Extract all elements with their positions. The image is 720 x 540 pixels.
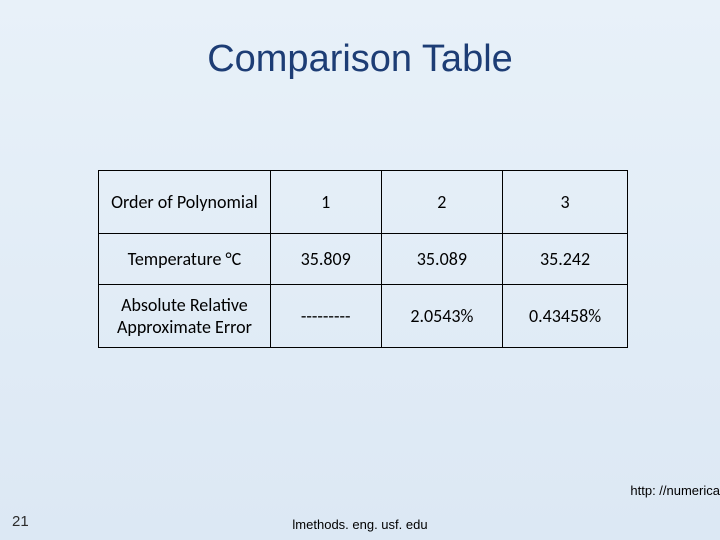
table-cell: 1 (270, 171, 381, 234)
row-label: Absolute Relative Approximate Error (99, 285, 271, 348)
footer-center-text: lmethods. eng. usf. edu (292, 517, 427, 532)
table-row: Absolute Relative Approximate Error ----… (99, 285, 628, 348)
table-cell: 0.43458% (503, 285, 628, 348)
table-cell: 35.242 (503, 234, 628, 285)
table-cell: 2 (381, 171, 503, 234)
table-cell: 35.809 (270, 234, 381, 285)
table-row: Temperature °C 35.809 35.089 35.242 (99, 234, 628, 285)
slide-title: Comparison Table (0, 38, 720, 81)
comparison-table-wrap: Order of Polynomial 1 2 3 Temperature °C… (98, 170, 628, 348)
comparison-table: Order of Polynomial 1 2 3 Temperature °C… (98, 170, 628, 348)
table-row: Order of Polynomial 1 2 3 (99, 171, 628, 234)
table-cell: --------- (270, 285, 381, 348)
row-label: Temperature °C (99, 234, 271, 285)
footer-right-text: http: //numerica (630, 483, 720, 498)
row-label: Order of Polynomial (99, 171, 271, 234)
page-number: 21 (12, 513, 29, 530)
table-cell: 2.0543% (381, 285, 503, 348)
table-cell: 35.089 (381, 234, 503, 285)
table-cell: 3 (503, 171, 628, 234)
